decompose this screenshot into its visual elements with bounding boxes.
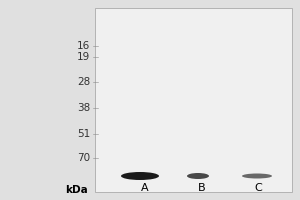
Text: 38: 38 xyxy=(77,103,90,113)
Text: 16: 16 xyxy=(77,41,90,51)
Text: C: C xyxy=(254,183,262,193)
Ellipse shape xyxy=(121,172,159,180)
Text: 19: 19 xyxy=(77,52,90,62)
Ellipse shape xyxy=(187,173,209,179)
Text: 28: 28 xyxy=(77,77,90,87)
Bar xyxy=(95,8,292,192)
Text: 51: 51 xyxy=(77,129,90,139)
Text: 70: 70 xyxy=(77,153,90,163)
Text: A: A xyxy=(141,183,149,193)
Text: kDa: kDa xyxy=(65,185,88,195)
Text: B: B xyxy=(198,183,206,193)
Ellipse shape xyxy=(242,173,272,178)
